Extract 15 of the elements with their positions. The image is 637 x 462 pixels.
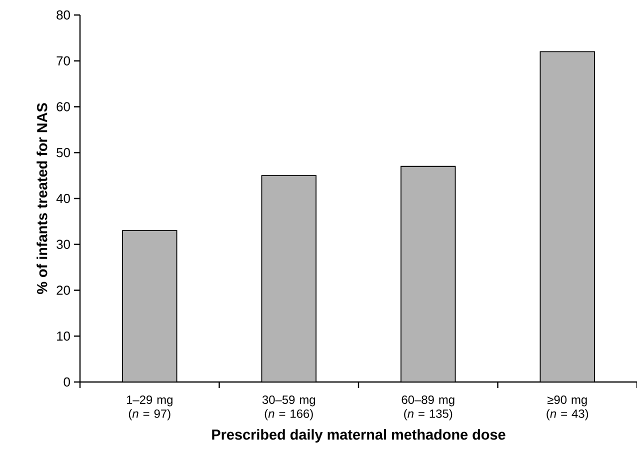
x-tick-label: 1–29 mg (n = 97) bbox=[126, 396, 172, 420]
y-tick-label: 30 bbox=[56, 240, 70, 249]
x-tick-label: 60–89 mg (n = 135) bbox=[402, 396, 454, 420]
x-axis-title: Prescribed daily maternal methadone dose bbox=[212, 429, 506, 443]
x-tick-label: 30–59 mg (n = 166) bbox=[262, 396, 316, 420]
y-tick-label: 20 bbox=[56, 286, 70, 295]
y-tick-label: 0 bbox=[64, 377, 70, 387]
x-tick-label: ≥90 mg (n = 43) bbox=[546, 396, 588, 420]
y-tick-label: 70 bbox=[56, 56, 70, 66]
y-tick-label: 80 bbox=[56, 10, 70, 20]
y-tick-label: 40 bbox=[56, 194, 70, 204]
y-tick-label: 60 bbox=[56, 102, 70, 112]
y-axis-title: % of infants treated for NAS bbox=[36, 103, 48, 294]
y-tick-label: 10 bbox=[57, 332, 70, 341]
y-tick-label: 50 bbox=[56, 148, 70, 158]
